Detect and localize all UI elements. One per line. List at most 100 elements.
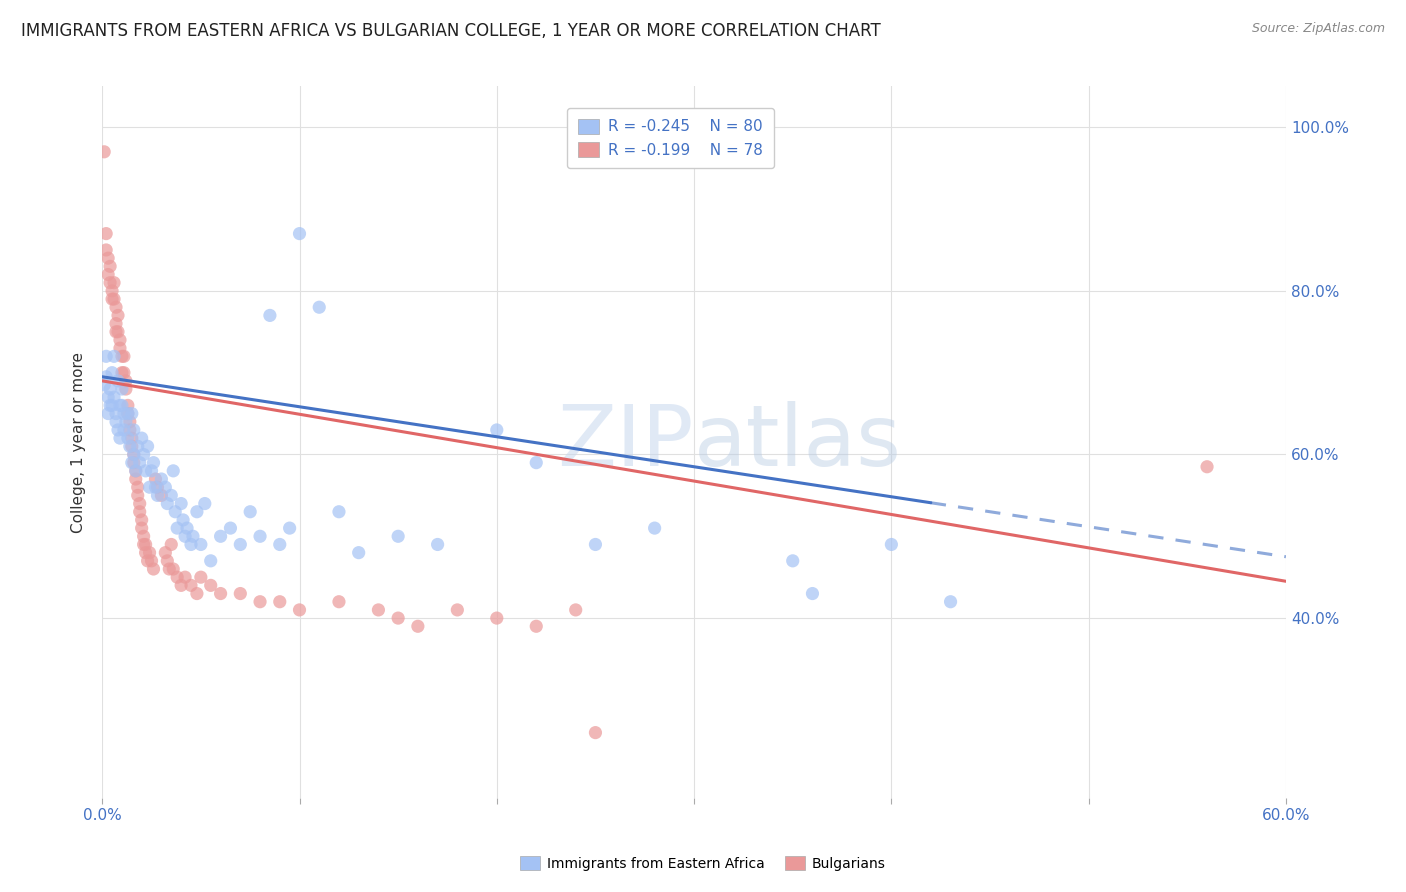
Point bbox=[103, 276, 125, 290]
Point bbox=[121, 456, 143, 470]
Point bbox=[107, 423, 129, 437]
Point bbox=[564, 603, 586, 617]
Point bbox=[229, 537, 252, 551]
Point bbox=[128, 497, 150, 511]
Point bbox=[160, 488, 183, 502]
Point bbox=[165, 505, 187, 519]
Point bbox=[105, 415, 128, 429]
Point bbox=[121, 439, 143, 453]
Point bbox=[125, 472, 148, 486]
Point bbox=[269, 595, 291, 609]
Point bbox=[583, 537, 606, 551]
Point bbox=[782, 554, 804, 568]
Point bbox=[170, 497, 193, 511]
Point bbox=[115, 382, 138, 396]
Point bbox=[98, 382, 121, 396]
Point bbox=[98, 398, 121, 412]
Point bbox=[112, 423, 135, 437]
Point bbox=[200, 554, 222, 568]
Point bbox=[156, 554, 179, 568]
Point bbox=[125, 464, 148, 478]
Point bbox=[219, 521, 242, 535]
Point bbox=[96, 243, 118, 257]
Point bbox=[426, 537, 449, 551]
Point bbox=[118, 415, 141, 429]
Point bbox=[131, 431, 153, 445]
Point bbox=[132, 448, 155, 462]
Point bbox=[136, 554, 159, 568]
Point bbox=[880, 537, 903, 551]
Text: atlas: atlas bbox=[695, 401, 903, 483]
Point bbox=[801, 586, 824, 600]
Point bbox=[97, 268, 120, 282]
Point bbox=[97, 251, 120, 265]
Point bbox=[347, 546, 370, 560]
Point bbox=[101, 284, 124, 298]
Point bbox=[939, 595, 962, 609]
Point bbox=[138, 546, 160, 560]
Point bbox=[111, 349, 134, 363]
Point bbox=[172, 513, 194, 527]
Point bbox=[524, 619, 547, 633]
Point bbox=[145, 480, 167, 494]
Point bbox=[115, 415, 138, 429]
Point bbox=[644, 521, 666, 535]
Point bbox=[200, 578, 222, 592]
Point bbox=[122, 423, 145, 437]
Point bbox=[108, 333, 131, 347]
Point bbox=[105, 300, 128, 314]
Point bbox=[111, 398, 134, 412]
Point bbox=[93, 145, 115, 159]
Point bbox=[166, 570, 188, 584]
Point bbox=[135, 464, 157, 478]
Point bbox=[93, 378, 115, 392]
Point bbox=[387, 529, 409, 543]
Point bbox=[142, 456, 165, 470]
Point bbox=[108, 431, 131, 445]
Point bbox=[524, 456, 547, 470]
Point bbox=[97, 407, 120, 421]
Point bbox=[180, 578, 202, 592]
Point bbox=[155, 546, 177, 560]
Point bbox=[162, 464, 184, 478]
Point bbox=[259, 309, 281, 323]
Point bbox=[249, 529, 271, 543]
Point bbox=[112, 349, 135, 363]
Point bbox=[229, 586, 252, 600]
Point bbox=[131, 513, 153, 527]
Point bbox=[170, 578, 193, 592]
Point bbox=[132, 537, 155, 551]
Point bbox=[107, 325, 129, 339]
Y-axis label: College, 1 year or more: College, 1 year or more bbox=[72, 351, 86, 533]
Point bbox=[145, 472, 167, 486]
Point bbox=[485, 611, 508, 625]
Point bbox=[150, 472, 173, 486]
Point bbox=[101, 292, 124, 306]
Point bbox=[186, 505, 208, 519]
Point bbox=[131, 521, 153, 535]
Point bbox=[190, 570, 212, 584]
Point bbox=[96, 227, 118, 241]
Point bbox=[101, 366, 124, 380]
Point bbox=[121, 407, 143, 421]
Point bbox=[107, 374, 129, 388]
Point bbox=[122, 448, 145, 462]
Point bbox=[127, 488, 149, 502]
Point bbox=[135, 537, 157, 551]
Point bbox=[125, 464, 148, 478]
Point bbox=[278, 521, 301, 535]
Point bbox=[181, 529, 204, 543]
Point bbox=[176, 521, 198, 535]
Point bbox=[141, 554, 163, 568]
Point bbox=[117, 407, 139, 421]
Point bbox=[105, 325, 128, 339]
Point bbox=[112, 407, 135, 421]
Point bbox=[288, 227, 311, 241]
Point bbox=[308, 300, 330, 314]
Point bbox=[128, 456, 150, 470]
Point bbox=[174, 529, 197, 543]
Point bbox=[162, 562, 184, 576]
Point bbox=[112, 366, 135, 380]
Point bbox=[117, 407, 139, 421]
Point bbox=[136, 439, 159, 453]
